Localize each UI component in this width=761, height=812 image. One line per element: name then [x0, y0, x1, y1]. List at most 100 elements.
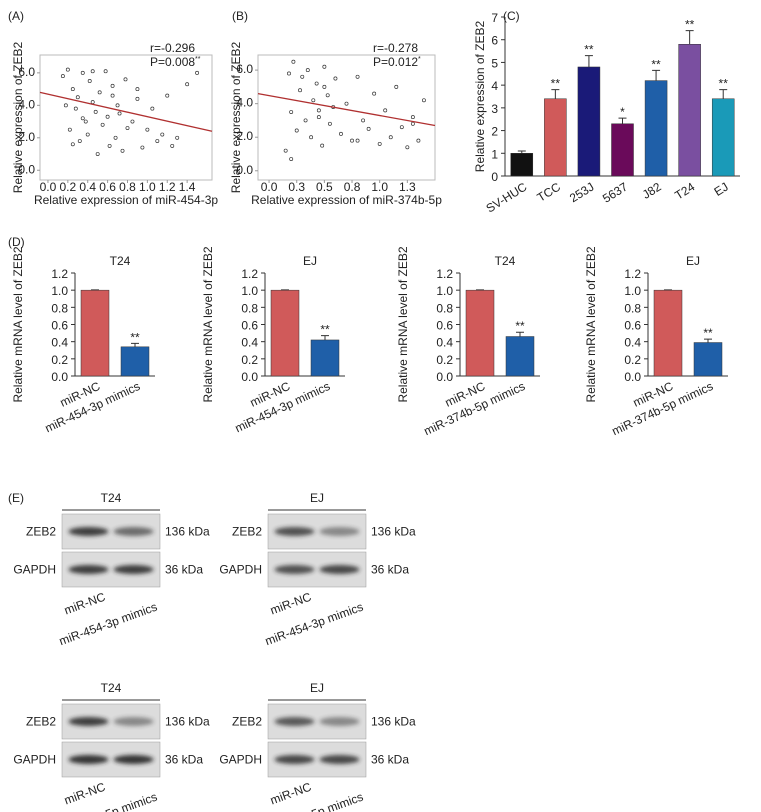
blot-size-label: 36 kDa [371, 563, 409, 577]
y-tick-label: 0.8 [624, 301, 641, 315]
bar [711, 98, 735, 177]
x-tick-label: T24 [672, 180, 697, 203]
point [394, 84, 399, 89]
blot-row-label: GAPDH [13, 753, 56, 767]
y-axis-label: Relative mRNA level of ZEB2 [201, 246, 215, 402]
y-tick-label: 6.0 [236, 62, 253, 76]
error-bar [321, 335, 329, 340]
point [117, 111, 122, 116]
x-tick-label: 1.4 [179, 180, 196, 194]
point [291, 59, 296, 64]
point [316, 115, 321, 120]
error-bar [517, 150, 526, 154]
point [65, 67, 70, 72]
point [361, 118, 366, 123]
point [73, 106, 78, 111]
significance: * [620, 105, 625, 119]
chart-title: T24 [110, 254, 131, 268]
bar [693, 342, 723, 377]
blot-row-label: ZEB2 [232, 715, 262, 729]
point [145, 127, 150, 132]
y-tick-label: 0.4 [624, 336, 641, 350]
significance: ** [685, 18, 695, 32]
point [160, 132, 165, 137]
bar [653, 289, 683, 377]
y-tick-label: 2 [491, 125, 498, 139]
y-tick-label: 0.8 [436, 301, 453, 315]
x-tick-label: 0.8 [119, 180, 136, 194]
point [303, 118, 308, 123]
lane-label: miR-NC [268, 780, 313, 808]
y-axis-label: Relative mRNA level of ZEB2 [584, 246, 598, 402]
error-bar [551, 89, 560, 99]
blot-title: EJ [310, 681, 324, 695]
x-tick-label: 0.3 [288, 180, 305, 194]
point [405, 145, 410, 150]
blot-row-label: ZEB2 [26, 715, 56, 729]
point [410, 121, 415, 126]
blot-row-label: GAPDH [219, 753, 262, 767]
x-tick-label: J82 [640, 180, 664, 202]
x-tick-label: 1.0 [371, 180, 388, 194]
x-tick-label: 0.5 [316, 180, 333, 194]
chart-title: T24 [495, 254, 516, 268]
y-tick-label: 1.2 [624, 267, 641, 281]
x-tick-label: 0.0 [40, 180, 57, 194]
y-axis-label: Relative expression of ZEB2 [229, 41, 243, 193]
blot-band [319, 717, 360, 726]
y-tick-label: 6.0 [18, 65, 35, 79]
point [95, 152, 100, 156]
error-bar [685, 30, 694, 45]
point [421, 98, 426, 103]
bar [611, 123, 634, 177]
bar [510, 153, 534, 177]
significance: ** [515, 319, 525, 333]
blot-band [274, 565, 315, 574]
trendline [257, 92, 436, 127]
point [322, 64, 327, 69]
point [107, 143, 112, 148]
blot-band [319, 565, 360, 574]
point [60, 74, 65, 79]
error-bar [516, 331, 524, 337]
x-tick-label: EJ [711, 180, 730, 199]
bar [120, 346, 150, 377]
point [399, 125, 404, 130]
panel-label: (D) [8, 235, 25, 249]
x-tick-label: 1.0 [139, 180, 156, 194]
y-tick-label: 0.4 [241, 336, 258, 350]
y-tick-label: 0.0 [624, 370, 641, 384]
point [90, 100, 95, 105]
blot-title: EJ [310, 491, 324, 505]
annotation: P=0.008** [150, 55, 201, 69]
y-tick-label: 1.2 [436, 267, 453, 281]
x-tick-label: SV-HUC [484, 179, 530, 215]
point [123, 77, 128, 82]
point [80, 70, 85, 75]
x-tick-label: 253J [567, 180, 596, 206]
y-tick-label: 0.8 [241, 301, 258, 315]
chart-title: EJ [686, 254, 700, 268]
point [316, 108, 321, 113]
point [75, 95, 80, 100]
point [130, 119, 135, 124]
blot-band [319, 755, 360, 764]
blot-row-label: GAPDH [219, 563, 262, 577]
blot-size-label: 136 kDa [371, 715, 416, 729]
point [185, 82, 190, 87]
point [355, 138, 360, 143]
significance: ** [551, 77, 561, 91]
bar [465, 289, 495, 377]
point [103, 69, 108, 74]
blot-row-label: GAPDH [13, 563, 56, 577]
significance: ** [703, 326, 713, 340]
blot-band [319, 527, 360, 536]
significance: ** [195, 56, 201, 63]
blot-band [113, 527, 154, 536]
point [325, 93, 330, 98]
y-tick-label: 1.0 [241, 284, 258, 298]
point [100, 122, 105, 127]
error-bar [704, 338, 712, 343]
blot-size-label: 136 kDa [165, 715, 210, 729]
